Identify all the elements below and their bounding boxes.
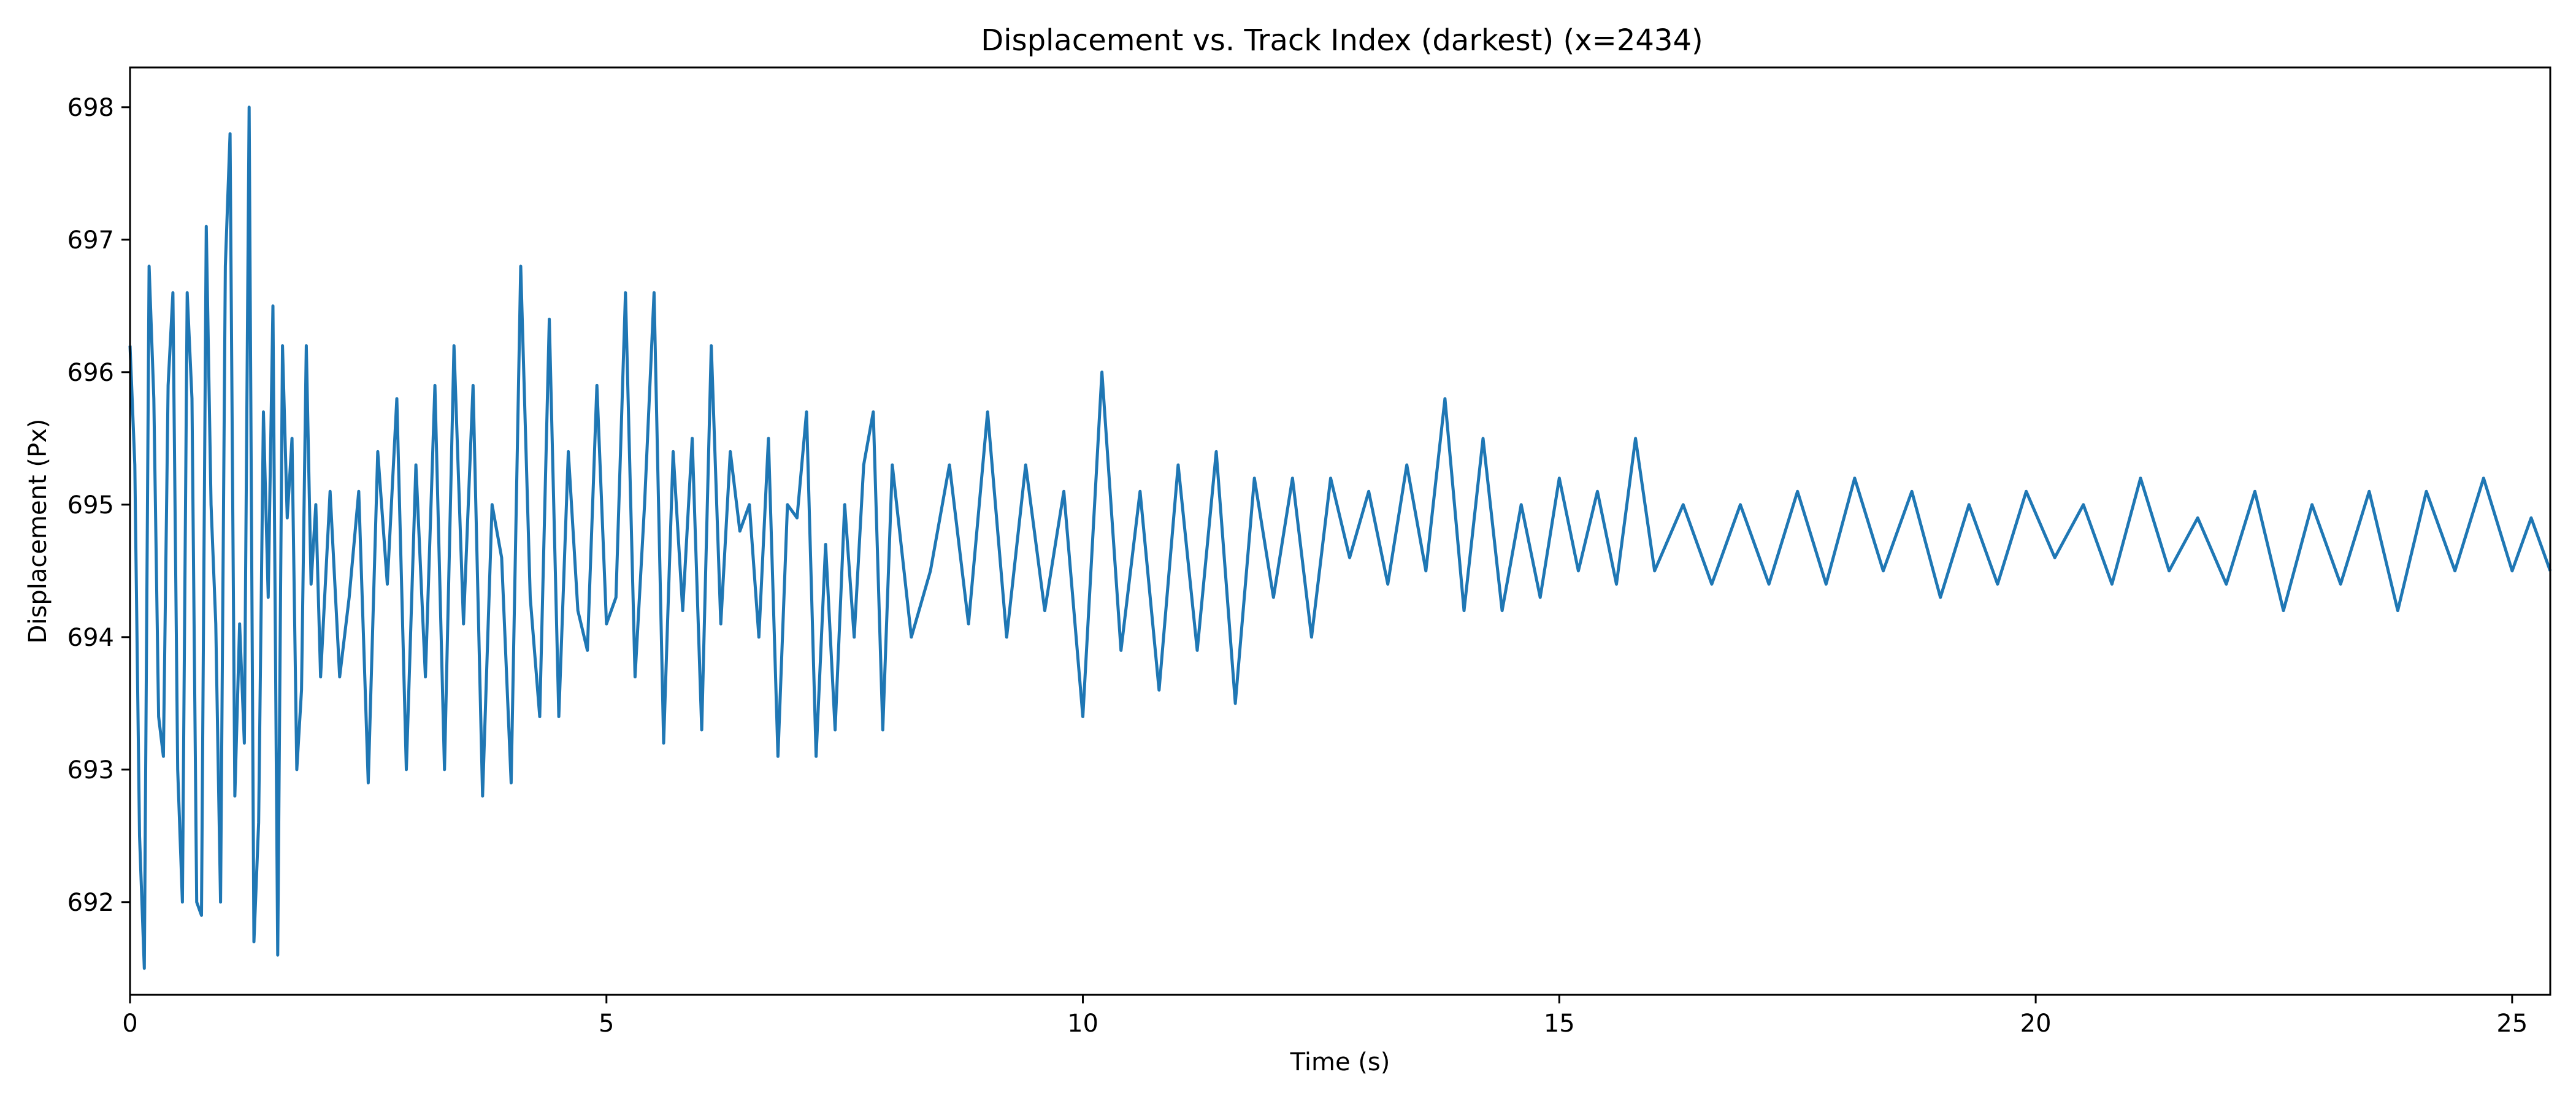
x-tick-label: 25 bbox=[2496, 1010, 2528, 1038]
x-tick-label: 5 bbox=[599, 1010, 614, 1038]
y-tick-label: 698 bbox=[67, 94, 114, 122]
x-tick-label: 20 bbox=[2020, 1010, 2052, 1038]
y-tick-label: 696 bbox=[67, 359, 114, 387]
x-tick-label: 15 bbox=[1544, 1010, 1575, 1038]
x-tick-label: 0 bbox=[122, 1010, 137, 1038]
x-axis: 0 5 10 15 20 25 bbox=[122, 995, 2528, 1038]
chart-title: Displacement vs. Track Index (darkest) (… bbox=[981, 23, 1703, 58]
plot-area bbox=[128, 105, 2552, 970]
y-tick-label: 693 bbox=[67, 756, 114, 784]
series-line-0 bbox=[128, 105, 2552, 970]
y-tick-label: 692 bbox=[67, 889, 114, 917]
plot-frame bbox=[129, 66, 2551, 996]
x-tick-label: 10 bbox=[1067, 1010, 1098, 1038]
y-tick-label: 695 bbox=[67, 491, 114, 519]
y-axis-label: Displacement (Px) bbox=[24, 419, 52, 644]
y-tick-label: 694 bbox=[67, 624, 114, 652]
y-axis: 692 693 694 695 696 697 698 bbox=[67, 94, 130, 917]
y-tick-label: 697 bbox=[67, 226, 114, 255]
x-axis-label: Time (s) bbox=[1290, 1048, 1390, 1076]
